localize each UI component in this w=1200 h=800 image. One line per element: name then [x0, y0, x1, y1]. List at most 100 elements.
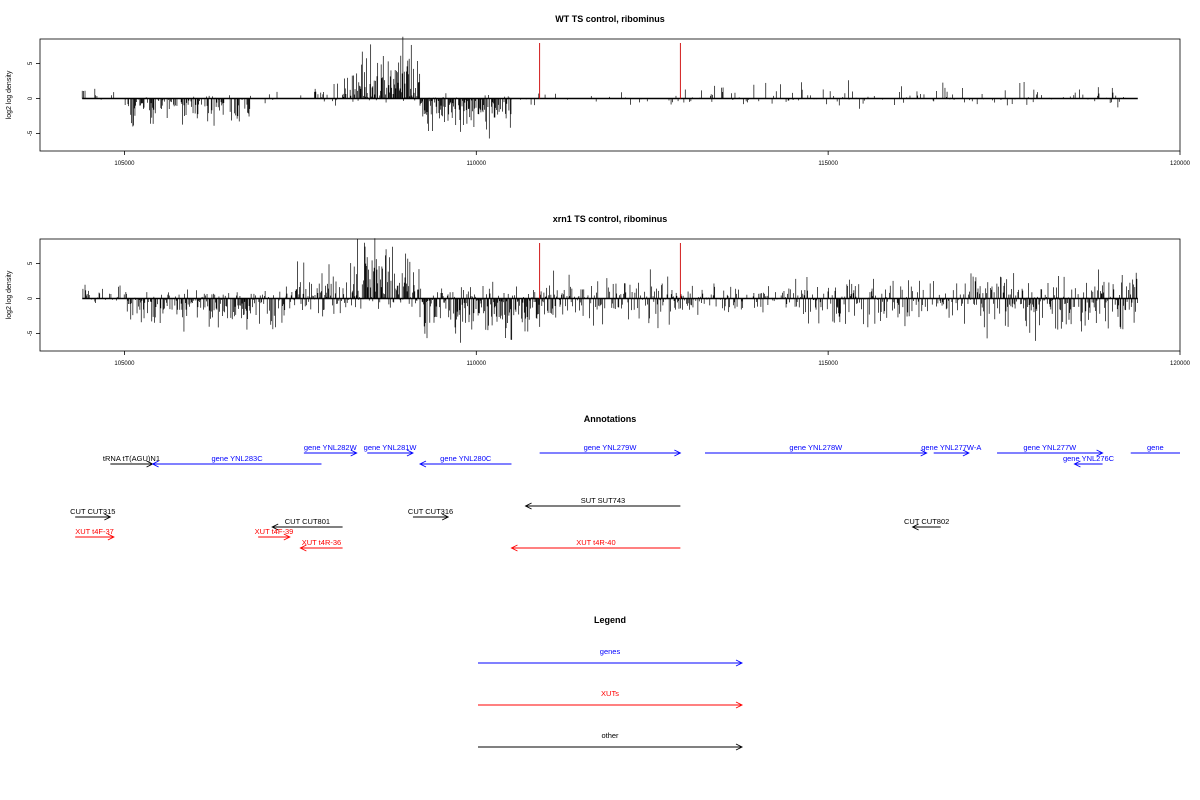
legend-items: genes XUTs other [478, 647, 744, 751]
feature-label: gene YNL278W [789, 443, 843, 452]
panel-wt-bars [81, 36, 1138, 139]
annotation-feature: gene YNL280C [418, 454, 512, 468]
panel-xrn1-bars [82, 238, 1138, 343]
annotation-feature: gene YNL278W [705, 443, 928, 457]
arrow-right-icon [920, 449, 928, 457]
feature-label: SUT SUT743 [581, 496, 625, 505]
feature-label: gene YNL276C [1063, 454, 1115, 463]
x-tick-label: 120000 [1170, 361, 1191, 367]
panel-wt-title: WT TS control, ribominus [555, 14, 665, 24]
legend-label: XUTs [601, 689, 619, 698]
arrow-right-icon [962, 449, 970, 457]
arrow-left-icon [299, 544, 307, 552]
feature-label: gene YNL277W [1023, 443, 1077, 452]
feature-label: gene YNL281W [364, 443, 418, 452]
panel-wt-axes: 105000 110000 115000 120000 -5 0 5 [28, 61, 1191, 167]
arrow-right-icon [283, 533, 291, 541]
feature-label: XUT t4R-40 [576, 538, 615, 547]
arrow-left-icon [151, 460, 159, 468]
legend-item: genes [478, 647, 744, 667]
arrow-left-icon [911, 523, 919, 531]
feature-label: tRNA tT(AGU)N1 [103, 454, 160, 463]
feature-label: CUT CUT802 [904, 517, 949, 526]
annotation-feature: gene YNL281W [364, 443, 418, 457]
arrow-left-icon [1073, 460, 1081, 468]
feature-label: gene YNL280C [440, 454, 492, 463]
annotations-title: Annotations [584, 414, 637, 424]
x-tick-label: 110000 [467, 361, 487, 367]
feature-label: gene YNL282W [304, 443, 358, 452]
panel-xrn1-axes: 105000 110000 115000 120000 -5 0 5 [28, 261, 1191, 367]
legend-item: XUTs [478, 689, 744, 709]
x-tick-label: 105000 [114, 361, 135, 367]
y-tick-label: 5 [28, 261, 34, 265]
annotation-feature: XUT t4R-40 [510, 538, 681, 552]
arrow-left-icon [271, 523, 279, 531]
arrow-right-icon [104, 513, 112, 521]
x-tick-label: 110000 [467, 161, 487, 167]
feature-label: CUT CUT801 [285, 517, 330, 526]
annotation-feature: gene YNL276C [1063, 454, 1115, 468]
annotation-feature: CUT CUT802 [904, 517, 949, 531]
panel-xrn1-title: xrn1 TS control, ribominus [553, 214, 668, 224]
arrow-right-icon [735, 743, 744, 751]
panel-wt-frame [39, 38, 1181, 152]
annotation-feature: SUT SUT743 [524, 496, 681, 510]
arrow-right-icon [1096, 449, 1104, 457]
annotation-feature: gene YNL279W [539, 443, 682, 457]
feature-label: XUT t4R-36 [302, 538, 341, 547]
feature-label: gene YNL279W [584, 443, 638, 452]
x-tick-label: 105000 [114, 161, 135, 167]
annotation-feature: gene YNL283C [151, 454, 322, 468]
x-tick-label: 120000 [1170, 161, 1191, 167]
arrow-right-icon [735, 701, 744, 709]
x-tick-label: 115000 [818, 361, 838, 367]
annotation-feature: gene [1130, 443, 1180, 454]
feature-label: CUT CUT316 [408, 507, 453, 516]
legend-label: genes [600, 647, 621, 656]
arrow-right-icon [406, 449, 414, 457]
annotation-feature: gene YNL277W [997, 443, 1104, 457]
panel-xrn1: xrn1 TS control, ribominus 105000 110000 1… [6, 214, 1191, 367]
panel-xrn1-frame [39, 238, 1181, 352]
annotation-feature: CUT CUT315 [70, 507, 115, 521]
annotation-feature: gene YNL277W-A [921, 443, 981, 457]
arrow-right-icon [735, 659, 744, 667]
arrow-left-icon [524, 502, 532, 510]
feature-label: XUT t4F-37 [75, 527, 114, 536]
legend-panel: Legend genes XUTs other [478, 615, 744, 751]
feature-label: XUT t4F-39 [255, 527, 294, 536]
y-tick-label: -5 [28, 130, 34, 136]
panel-wt: WT TS control, ribominus 105000 110000 115… [6, 14, 1191, 167]
panel-wt-ylabel: log2 log density [6, 70, 13, 119]
panel-xrn1-ylabel: log2 log density [6, 270, 13, 319]
arrow-left-icon [510, 544, 518, 552]
annotation-feature: XUT t4F-39 [255, 527, 294, 541]
x-tick-label: 115000 [818, 161, 838, 167]
annotation-feature: tRNA tT(AGU)N1 [103, 454, 160, 468]
annotation-feature: gene YNL282W [304, 443, 358, 457]
y-tick-label: 5 [28, 61, 34, 65]
arrow-right-icon [350, 449, 358, 457]
y-tick-label: 0 [28, 96, 34, 100]
legend-item: other [478, 731, 744, 751]
y-tick-label: 0 [28, 296, 34, 300]
feature-label: CUT CUT315 [70, 507, 115, 516]
arrow-right-icon [674, 449, 682, 457]
legend-label: other [601, 731, 619, 740]
annotation-feature: CUT CUT801 [271, 517, 343, 531]
arrow-right-icon [441, 513, 450, 521]
arrow-right-icon [107, 533, 115, 541]
annotations-panel: Annotations tRNA tT(AGU)N1 gene YNL283C ge… [70, 414, 1180, 552]
legend-title: Legend [594, 615, 626, 625]
annotation-feature: XUT t4F-37 [75, 527, 115, 541]
feature-label: gene [1147, 443, 1164, 452]
feature-label: gene YNL283C [211, 454, 263, 463]
feature-label: gene YNL277W-A [921, 443, 981, 452]
annotation-feature: XUT t4R-36 [299, 538, 343, 552]
arrow-left-icon [418, 460, 427, 468]
y-tick-label: -5 [28, 330, 34, 336]
annotation-features: tRNA tT(AGU)N1 gene YNL283C gene YNL282W ge… [70, 443, 1180, 552]
annotation-feature: CUT CUT316 [408, 507, 453, 521]
